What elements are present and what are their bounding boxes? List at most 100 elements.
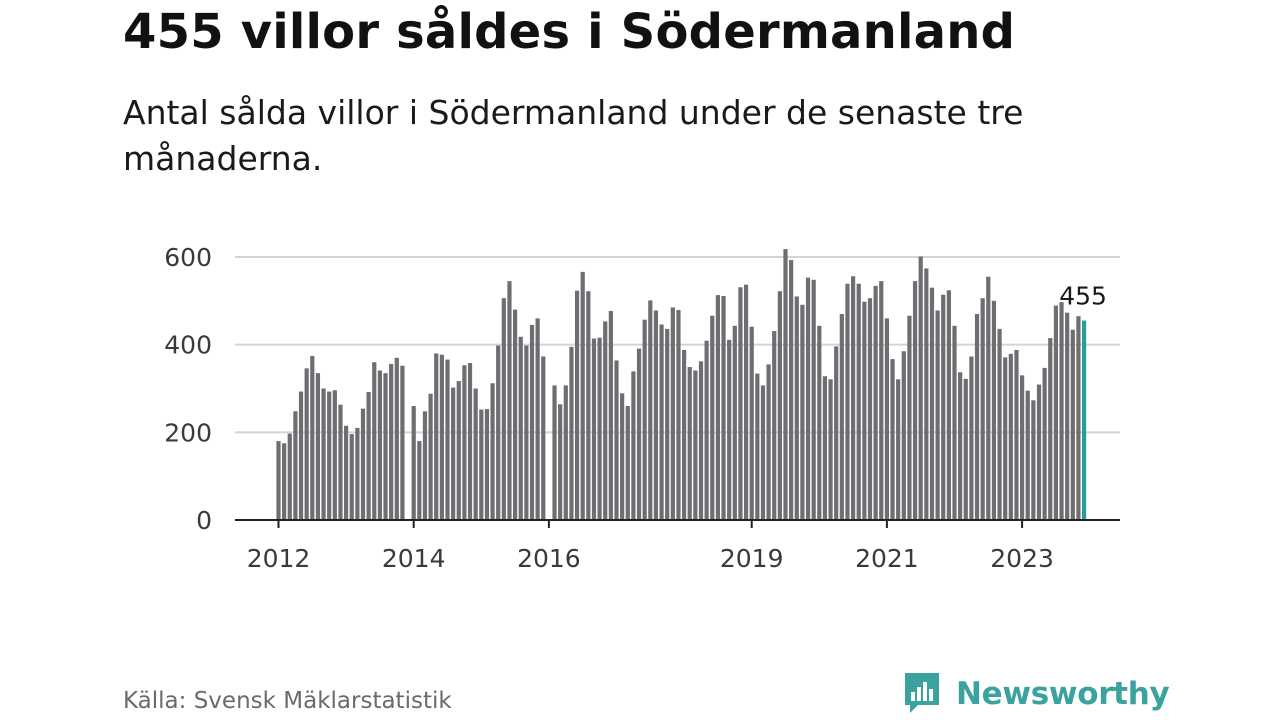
bar [529,324,535,520]
bar [462,365,467,520]
bar [963,378,968,520]
bar [422,411,428,520]
bar [518,336,523,520]
bar [755,373,760,520]
bar [400,365,405,520]
bar [834,346,839,520]
bar [693,370,698,520]
bar [484,409,490,520]
bar [974,313,980,520]
bar [991,300,997,520]
bar [338,404,343,520]
bar [1042,367,1047,520]
bar [490,383,495,520]
bar [789,260,794,520]
highlight-value-label: 455 [1059,282,1107,311]
bar [710,315,715,520]
bar [929,287,935,520]
bar [766,364,771,520]
bar [394,357,399,520]
bar [783,249,788,521]
bar [777,291,782,520]
bar [327,391,332,520]
brand-name: Newsworthy [956,676,1170,712]
bar [986,276,991,520]
bar [513,309,518,520]
bar [1008,353,1013,520]
bar [676,310,681,520]
bar [597,337,602,520]
bar [828,379,833,520]
bar [896,379,901,520]
bar [817,325,822,520]
bar [805,277,811,520]
bar [417,441,422,520]
bar [884,318,889,520]
bar [1025,390,1030,520]
bar [924,268,929,520]
bar [772,331,777,520]
bar [293,411,298,520]
bar [946,290,951,520]
bar [377,370,382,520]
bar [732,325,737,520]
bar [608,310,613,520]
bar [715,295,720,520]
bar [1014,349,1019,520]
bar [445,359,450,520]
bar [366,392,371,520]
bar [727,339,732,520]
bar [811,279,816,520]
bar [653,310,659,520]
bar [535,318,540,520]
bar [1070,329,1075,520]
bar [760,385,766,520]
bar [890,359,895,520]
bar [1053,305,1058,520]
bar [1003,357,1008,520]
bar [665,328,670,520]
y-tick-label: 200 [164,418,212,447]
bar [958,372,963,520]
bar [980,298,985,520]
bar [997,328,1002,520]
brand-logo[interactable]: Newsworthy [902,670,1170,718]
bar [321,388,326,520]
y-tick-label: 400 [164,331,212,360]
bar [625,406,630,520]
bar [591,338,597,520]
bar [456,381,461,520]
bar [310,356,315,520]
bar [631,371,636,520]
bar [743,284,749,520]
bar [969,356,974,520]
highlight-bar [1081,320,1087,520]
bar [1031,400,1036,520]
bar [822,376,828,520]
bar [574,290,580,520]
y-tick-label: 600 [164,243,212,272]
bar [372,362,377,520]
bar [563,385,568,520]
chart-subtitle: Antal sålda villor i Södermanland under … [123,93,1024,178]
bar [935,310,940,520]
bar [1076,316,1081,520]
bar [941,294,946,520]
bar [507,281,512,520]
bar [451,387,456,520]
bar [879,281,884,520]
bar [620,393,625,520]
bar [856,283,861,520]
bar [749,326,754,520]
bar [276,441,281,520]
x-tick-label: 2014 [382,544,446,573]
bar [918,256,923,520]
x-tick-label: 2019 [720,544,784,573]
bar [383,373,388,520]
x-tick-label: 2016 [517,544,581,573]
bar [479,409,484,520]
bar [501,298,506,520]
bar [360,408,366,520]
bar [586,291,591,520]
